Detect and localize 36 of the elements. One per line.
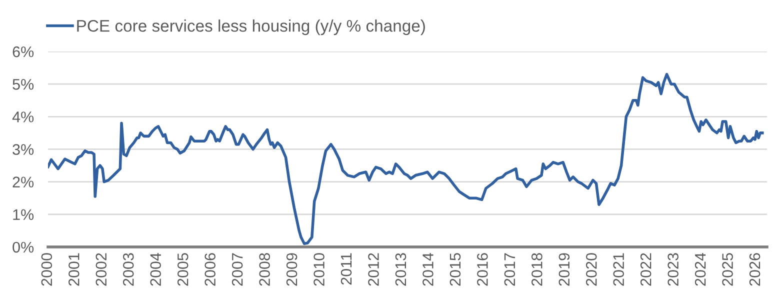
x-tick-label: 2008 [259,253,270,286]
y-tick-label: 6% [12,46,34,58]
x-tick-label: 2009 [286,253,298,286]
x-tick-label: 2017 [504,253,516,286]
y-tick-label: 0% [12,242,34,253]
x-tick-label: 2000 [41,253,52,286]
line-series [48,72,764,246]
x-tick-label: 2023 [668,253,679,286]
x-tick-label: 2012 [368,253,379,286]
x-tick-label: 2024 [694,252,706,286]
x-tick-label: 2006 [204,253,216,286]
x-tick-label: 2020 [586,253,597,286]
y-tick-label: 1% [13,209,34,220]
x-tick-label: 2007 [232,253,243,286]
x-tick-label: 2018 [532,253,542,286]
y-tick-label: 5% [12,79,34,90]
x-tick-label: 2005 [177,253,188,286]
x-tick-label: 2016 [477,253,488,286]
x-tick-label: 2010 [314,253,324,286]
x-tick-label: 2003 [122,253,134,286]
x-tick-label: 2004 [150,252,162,286]
x-tick-label: 2011 [340,253,352,285]
y-tick-label: 2% [12,176,34,188]
x-tick-label: 2015 [450,253,461,286]
legend-label: PCE core services less housing (y/y % change) [77,20,425,36]
x-tick-label: 2001 [68,253,80,286]
x-tick-label: 2026 [749,253,760,286]
x-tick-label: 2022 [640,253,652,286]
x-tick-label: 2013 [395,253,406,286]
y-tick-label: 4% [12,112,34,122]
x-tick-label: 2021 [613,253,624,286]
x-tick-label: 2014 [422,252,434,286]
y-tick-label: 3% [12,144,34,155]
x-tick-label: 2002 [96,253,107,286]
x-tick-label: 2025 [722,253,733,286]
x-tick-label: 2019 [558,253,570,286]
